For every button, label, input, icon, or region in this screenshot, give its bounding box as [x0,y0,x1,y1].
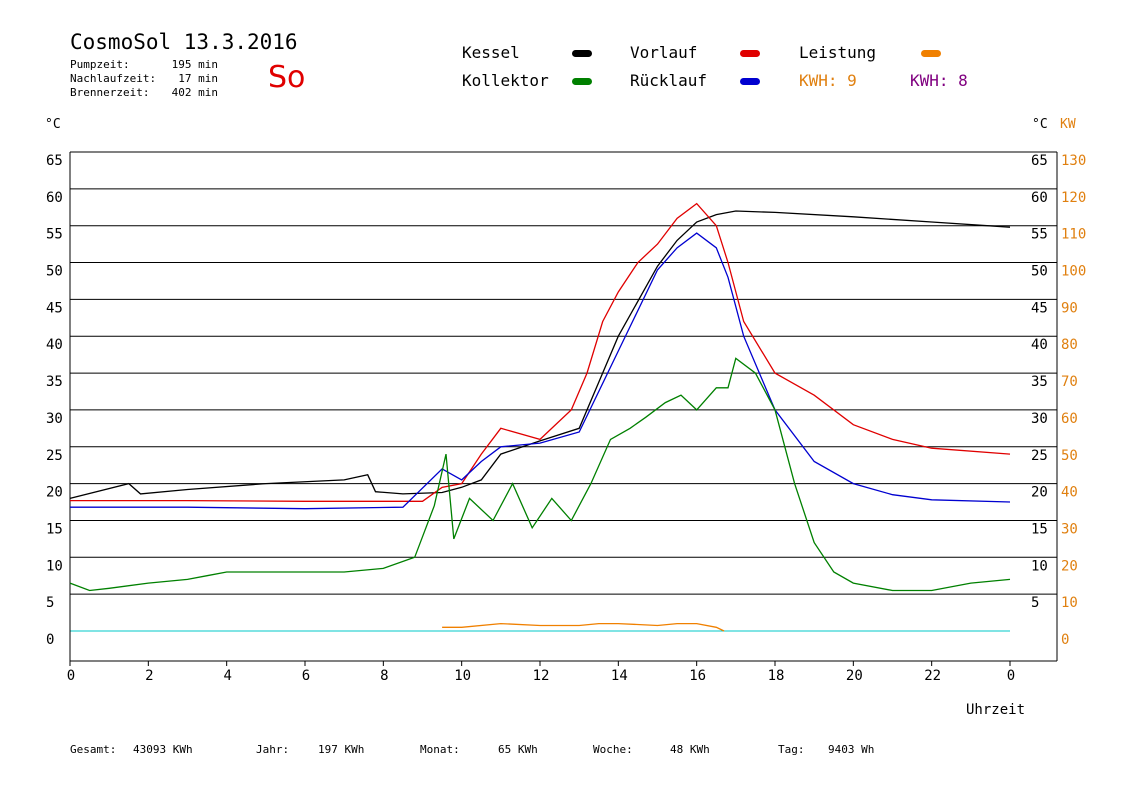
legend-kessel-swatch [572,50,592,57]
y-tick-label-right-c: 5 [1031,595,1039,611]
legend-ruecklauf-swatch [740,78,760,85]
y-tick-label-right-c: 15 [1031,521,1048,537]
y-tick-label-right-kw: 120 [1061,190,1086,206]
footer-tag-value: 9403 Wh [828,743,875,756]
pumpzeit-label: Pumpzeit: [70,58,130,71]
series-line-kollektor [69,357,1011,592]
y-tick-label-right-kw: 30 [1061,521,1078,537]
nachlaufzeit-label: Nachlaufzeit: [70,72,157,85]
x-tick-label: 8 [380,668,388,684]
pumpzeit-value: 195 min [171,58,218,71]
brennerzeit-value: 402 min [171,86,218,99]
y-tick-label-right-c: 20 [1031,485,1048,501]
footer-woche-value: 48 KWh [670,743,710,756]
legend-ruecklauf-label: Rücklauf [630,71,708,90]
y-tick-label-right-kw: 80 [1061,337,1078,353]
y-tick-label-left: 45 [46,300,63,316]
y-tick-label-right-c: 45 [1031,300,1048,316]
legend-kollektor-label: Kollektor [462,71,549,90]
footer-monat-label: Monat: [420,743,460,756]
series-line-kessel [69,210,1011,500]
x-tick-label: 4 [223,668,231,684]
y-tick-label-right-c: 50 [1031,264,1048,280]
x-tick-label: 14 [611,668,628,684]
footer-jahr-label: Jahr: [256,743,290,756]
x-tick-label: 18 [768,668,785,684]
y-tick-label-left: 10 [46,558,63,574]
y-tick-label-right-kw: 0 [1061,632,1069,648]
x-tick-label: 2 [145,668,153,684]
y-tick-label-left: 35 [46,374,63,390]
y-tick-label-left: 0 [46,632,54,648]
footer-monat-value: 65 KWh [498,743,538,756]
footer-tag-label: Tag: [778,743,805,756]
legend-leistung-label: Leistung [799,43,877,62]
nachlaufzeit-value: 17 min [178,72,218,85]
brennerzeit-label: Brennerzeit: [70,86,150,99]
y-tick-label-right-c: 60 [1031,190,1048,206]
kwh-orange-label: KWH: 9 [799,71,857,90]
y-tick-label-right-kw: 20 [1061,558,1078,574]
y-tick-label-left: 40 [46,337,63,353]
chart-title: CosmoSol 13.3.2016 [70,30,298,54]
legend-kollektor-swatch [572,78,592,85]
x-axis-label: Uhrzeit [966,702,1026,718]
y-tick-label-right-kw: 50 [1061,448,1078,464]
y-tick-label-right-c: 30 [1031,411,1048,427]
y-tick-label-right-kw: 70 [1061,374,1078,390]
y-tick-label-left: 30 [46,411,63,427]
y-tick-label-right-kw: 90 [1061,300,1078,316]
x-tick-label: 0 [67,668,75,684]
footer-jahr-value: 197 KWh [318,743,365,756]
y-tick-label-left: 50 [46,264,63,280]
y-tick-label-left: 60 [46,190,63,206]
y-tick-label-right-c: 55 [1031,227,1048,243]
y-tick-label-right-c: 40 [1031,337,1048,353]
x-tick-label: 16 [689,668,706,684]
series-line-vorlauf [70,202,1011,502]
series-line-leistung [442,622,725,632]
x-tick-label: 12 [533,668,550,684]
legend-vorlauf-swatch [740,50,760,57]
y-tick-label-right-c: 35 [1031,374,1048,390]
left-axis-unit: °C [45,117,61,132]
x-tick-label: 0 [1007,668,1015,684]
footer-gesamt-value: 43093 KWh [133,743,193,756]
y-tick-label-right-kw: 110 [1061,227,1086,243]
x-tick-label: 10 [454,668,471,684]
right-axis-unit-c: °C [1032,117,1048,132]
y-tick-label-left: 65 [46,153,63,169]
footer-gesamt-label: Gesamt: [70,743,117,756]
y-tick-label-right-kw: 100 [1061,264,1086,280]
y-tick-label-left: 20 [46,485,63,501]
right-axis-unit-kw: KW [1060,117,1076,132]
legend-kessel-label: Kessel [462,43,520,62]
y-tick-label-left: 55 [46,227,63,243]
y-tick-label-left: 25 [46,448,63,464]
x-tick-label: 6 [302,668,310,684]
footer-woche-label: Woche: [593,743,633,756]
y-tick-label-right-c: 25 [1031,448,1048,464]
y-tick-label-right-kw: 40 [1061,485,1078,501]
legend-leistung-swatch [921,50,941,57]
y-tick-label-right-c: 65 [1031,153,1048,169]
y-tick-label-right-kw: 60 [1061,411,1078,427]
y-tick-label-left: 15 [46,521,63,537]
kwh-purple-label: KWH: 8 [910,71,968,90]
x-tick-label: 22 [924,668,941,684]
legend-vorlauf-label: Vorlauf [630,43,698,62]
day-label: So [268,60,306,95]
y-tick-label-right-kw: 130 [1061,153,1086,169]
series-line-rücklauf [70,232,1011,510]
x-tick-label: 20 [846,668,863,684]
y-tick-label-right-c: 10 [1031,558,1048,574]
y-tick-label-left: 5 [46,595,54,611]
y-tick-label-right-kw: 10 [1061,595,1078,611]
